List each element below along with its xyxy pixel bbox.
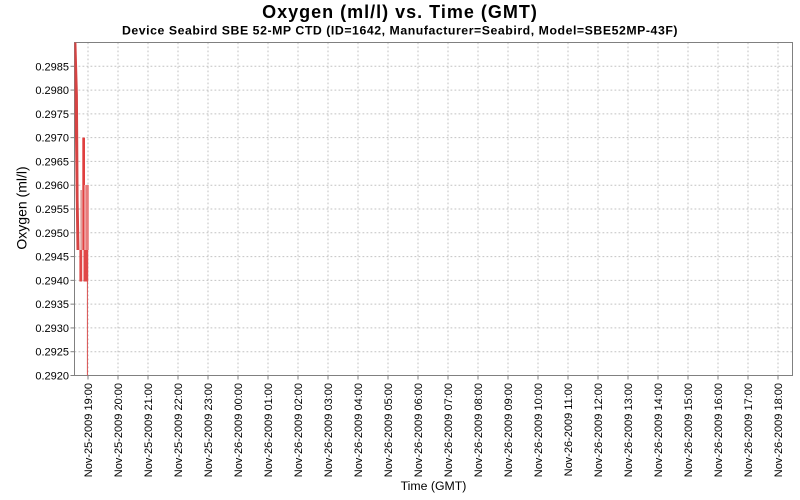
svg-text:Nov-26-2009 16:00: Nov-26-2009 16:00 <box>713 383 725 477</box>
svg-text:Nov-25-2009 20:00: Nov-25-2009 20:00 <box>113 383 125 477</box>
svg-text:Nov-26-2009 00:00: Nov-26-2009 00:00 <box>233 383 245 477</box>
svg-text:0.2980: 0.2980 <box>35 85 69 97</box>
svg-text:Nov-26-2009 09:00: Nov-26-2009 09:00 <box>503 383 515 477</box>
svg-text:0.2945: 0.2945 <box>35 252 69 264</box>
svg-text:0.2960: 0.2960 <box>35 180 69 192</box>
svg-text:Nov-26-2009 01:00: Nov-26-2009 01:00 <box>263 383 275 477</box>
svg-text:Nov-26-2009 12:00: Nov-26-2009 12:00 <box>593 383 605 477</box>
svg-text:Time (GMT): Time (GMT) <box>401 479 467 493</box>
svg-text:Oxygen (ml/l) vs. Time (GMT): Oxygen (ml/l) vs. Time (GMT) <box>262 2 538 22</box>
svg-text:Nov-26-2009 15:00: Nov-26-2009 15:00 <box>683 383 695 477</box>
svg-text:Nov-26-2009 05:00: Nov-26-2009 05:00 <box>383 383 395 477</box>
svg-text:0.2975: 0.2975 <box>35 109 69 121</box>
svg-text:Nov-26-2009 08:00: Nov-26-2009 08:00 <box>473 383 485 477</box>
svg-text:Nov-26-2009 13:00: Nov-26-2009 13:00 <box>623 383 635 477</box>
svg-text:Nov-26-2009 18:00: Nov-26-2009 18:00 <box>773 383 785 477</box>
svg-text:0.2925: 0.2925 <box>35 347 69 359</box>
svg-text:0.2935: 0.2935 <box>35 299 69 311</box>
svg-text:0.2930: 0.2930 <box>35 323 69 335</box>
svg-text:0.2920: 0.2920 <box>35 371 69 383</box>
svg-text:0.2955: 0.2955 <box>35 204 69 216</box>
svg-text:Nov-26-2009 02:00: Nov-26-2009 02:00 <box>293 383 305 477</box>
svg-text:Nov-26-2009 07:00: Nov-26-2009 07:00 <box>443 383 455 477</box>
svg-text:Nov-26-2009 06:00: Nov-26-2009 06:00 <box>413 383 425 477</box>
svg-text:0.2940: 0.2940 <box>35 275 69 287</box>
svg-text:0.2970: 0.2970 <box>35 133 69 145</box>
svg-text:0.2985: 0.2985 <box>35 61 69 73</box>
svg-text:Nov-26-2009 04:00: Nov-26-2009 04:00 <box>353 383 365 477</box>
svg-text:0.2965: 0.2965 <box>35 156 69 168</box>
svg-text:Device Seabird SBE 52-MP CTD (: Device Seabird SBE 52-MP CTD (ID=1642, M… <box>122 24 678 38</box>
svg-text:Nov-26-2009 03:00: Nov-26-2009 03:00 <box>323 383 335 477</box>
svg-text:Nov-26-2009 17:00: Nov-26-2009 17:00 <box>743 383 755 477</box>
svg-text:Nov-26-2009 14:00: Nov-26-2009 14:00 <box>653 383 665 477</box>
svg-text:Nov-25-2009 19:00: Nov-25-2009 19:00 <box>83 383 95 477</box>
svg-text:Nov-26-2009 10:00: Nov-26-2009 10:00 <box>533 383 545 477</box>
svg-text:Oxygen (ml/l): Oxygen (ml/l) <box>14 166 30 249</box>
svg-text:Nov-25-2009 22:00: Nov-25-2009 22:00 <box>173 383 185 477</box>
svg-text:Nov-26-2009 11:00: Nov-26-2009 11:00 <box>563 383 575 476</box>
svg-text:Nov-25-2009 23:00: Nov-25-2009 23:00 <box>203 383 215 477</box>
svg-text:0.2950: 0.2950 <box>35 228 69 240</box>
svg-text:Nov-25-2009 21:00: Nov-25-2009 21:00 <box>143 383 155 477</box>
